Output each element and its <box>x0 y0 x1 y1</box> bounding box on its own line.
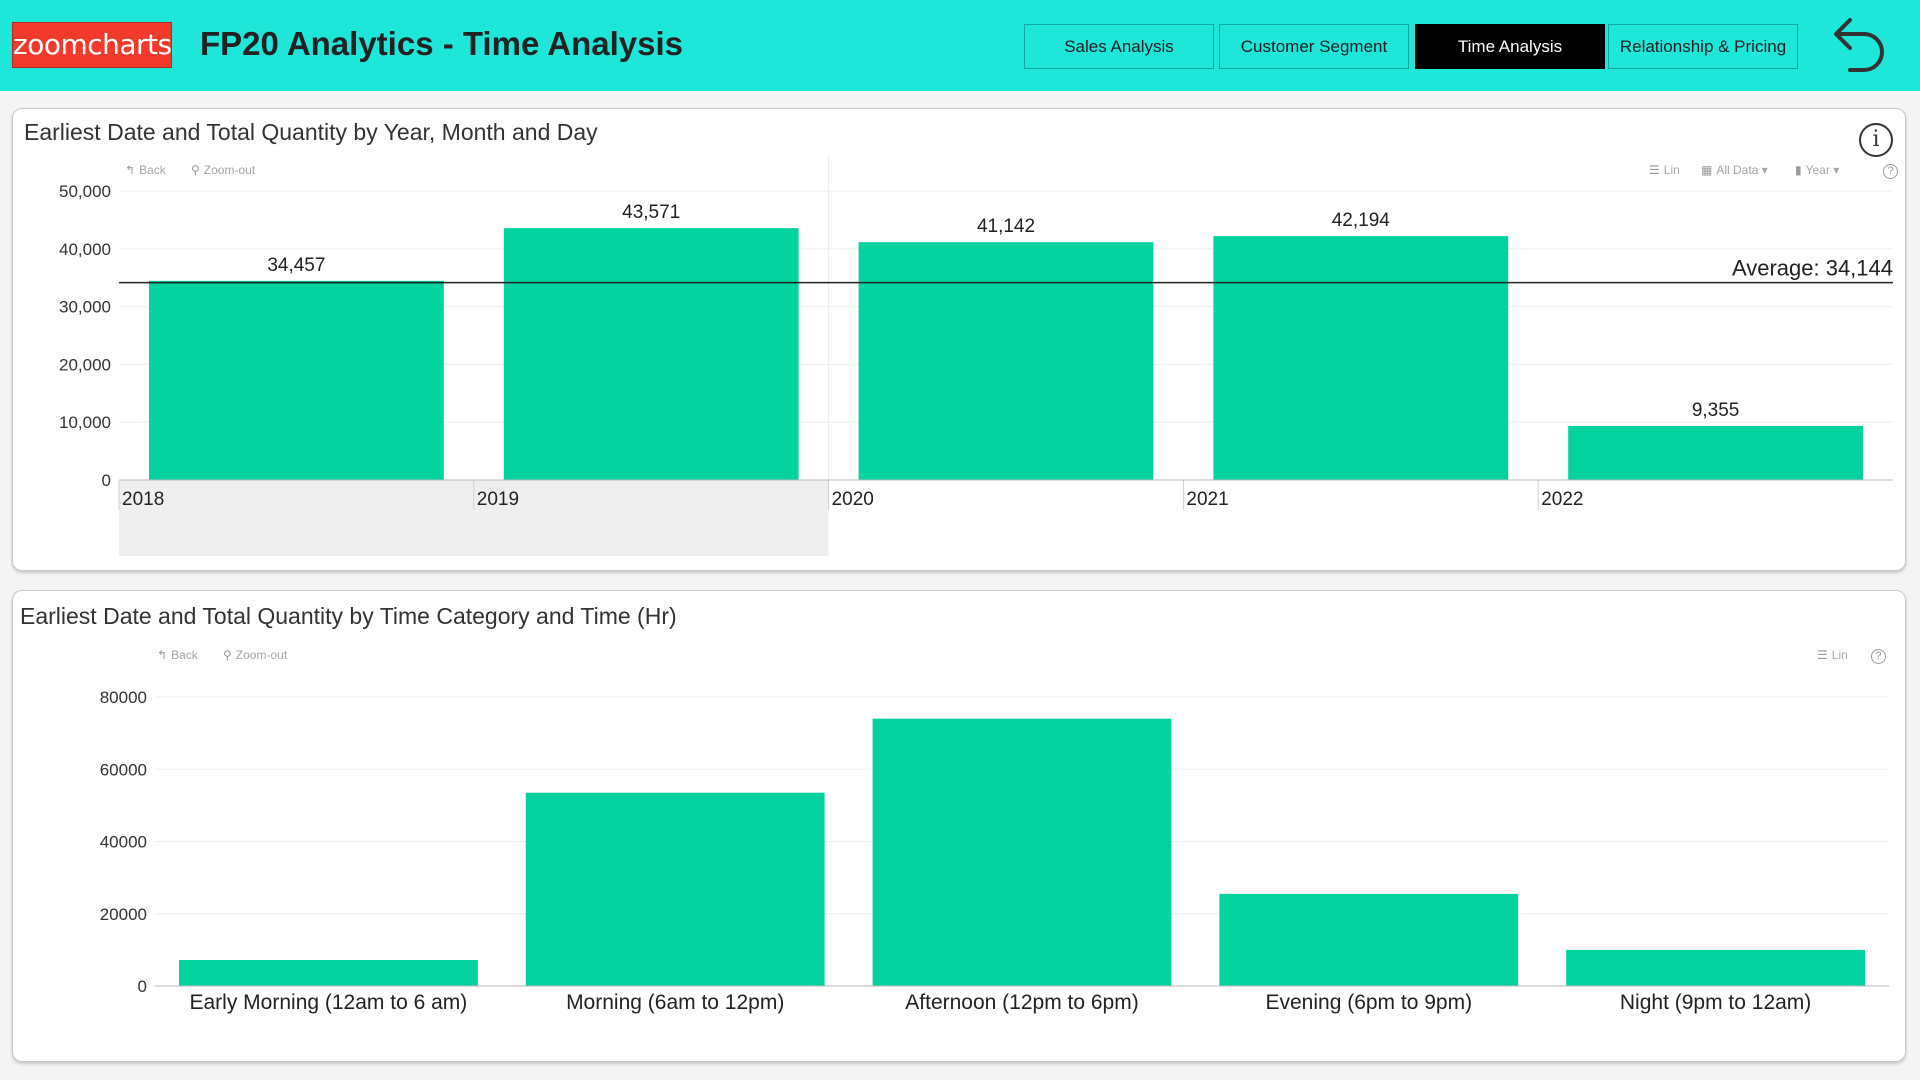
x-tick-label: 2022 <box>1541 489 1583 510</box>
bar <box>1566 949 1865 986</box>
list-icon: ☰ <box>1817 648 1828 662</box>
x-tick-label: Morning (6am to 12pm) <box>566 991 784 1014</box>
data-label: 34,457 <box>267 255 325 276</box>
x-tick-label: 2018 <box>122 489 164 510</box>
scale-toggle-button[interactable]: ☰ Lin <box>1817 648 1848 662</box>
back-button[interactable]: ↰ Back <box>157 648 198 662</box>
zoomcharts-logo: zoomcharts <box>12 22 172 68</box>
zoom-out-icon: ⚲ <box>191 163 200 177</box>
x-tick-label: 2021 <box>1186 489 1228 510</box>
bar <box>858 242 1154 480</box>
scale-toggle-button[interactable]: ☰ Lin <box>1649 163 1680 177</box>
y-tick-label: 20,000 <box>59 355 111 374</box>
bar <box>1219 893 1519 986</box>
year-chart-card: Earliest Date and Total Quantity by Year… <box>12 108 1906 571</box>
undo-arrow-icon[interactable] <box>1830 12 1890 74</box>
header-bar: zoomcharts FP20 Analytics - Time Analysi… <box>0 0 1920 91</box>
bar <box>149 280 444 480</box>
tab-sales-analysis[interactable]: Sales Analysis <box>1024 24 1214 69</box>
x-tick-label: 2020 <box>832 489 874 510</box>
back-arrow-icon: ↰ <box>157 648 168 662</box>
y-tick-label: 80000 <box>100 688 147 707</box>
time-chart-title: Earliest Date and Total Quantity by Time… <box>20 603 677 629</box>
bar <box>503 228 799 480</box>
tab-relationship-pricing[interactable]: Relationship & Pricing <box>1608 24 1798 69</box>
zoom-out-icon: ⚲ <box>223 648 232 662</box>
bar <box>1213 236 1509 480</box>
bar <box>872 718 1172 986</box>
info-icon[interactable]: i <box>1859 123 1893 157</box>
bar <box>1568 425 1863 480</box>
level-dropdown[interactable]: ▮ Year ▾ <box>1795 163 1840 177</box>
y-tick-label: 60000 <box>100 760 147 779</box>
page-title: FP20 Analytics - Time Analysis <box>200 25 683 62</box>
bar-chart-icon: ▮ <box>1795 163 1802 177</box>
help-icon[interactable]: ? <box>1883 164 1898 179</box>
zoom-out-button[interactable]: ⚲ Zoom-out <box>223 648 288 662</box>
back-button[interactable]: ↰ Back <box>125 163 166 177</box>
tab-time-analysis[interactable]: Time Analysis <box>1415 24 1605 69</box>
y-tick-label: 20000 <box>100 905 147 924</box>
y-tick-label: 40000 <box>100 833 147 852</box>
y-tick-label: 10,000 <box>59 413 111 432</box>
back-arrow-icon: ↰ <box>125 163 136 177</box>
time-category-bar-chart: 0 20000 40000 60000 80000 Early Morning (12am… <box>100 688 1889 1014</box>
x-tick-label: 2019 <box>477 489 519 510</box>
x-tick-label: Night (9pm to 12am) <box>1620 991 1811 1014</box>
data-label: 9,355 <box>1692 400 1740 421</box>
y-tick-label: 0 <box>138 977 147 996</box>
average-label: Average: 34,144 <box>1732 256 1893 281</box>
x-tick-label: Afternoon (12pm to 6pm) <box>905 991 1138 1014</box>
y-tick-label: 40,000 <box>59 240 111 259</box>
bar <box>525 792 825 986</box>
help-icon[interactable]: ? <box>1871 649 1886 664</box>
time-chart-card: Earliest Date and Total Quantity by Time… <box>12 590 1906 1062</box>
tab-customer-segment[interactable]: Customer Segment <box>1219 24 1409 69</box>
bar <box>179 959 478 986</box>
zoom-out-button[interactable]: ⚲ Zoom-out <box>191 163 256 177</box>
x-tick-label: Early Morning (12am to 6 am) <box>190 991 468 1014</box>
year-bar-chart: 0 10,000 20,000 30,000 40,000 50,000 34,457 201… <box>59 154 1893 556</box>
data-label: 43,571 <box>622 202 680 223</box>
y-tick-label: 0 <box>102 471 111 490</box>
data-label: 42,194 <box>1332 210 1391 231</box>
y-tick-label: 30,000 <box>59 298 111 317</box>
year-chart-title: Earliest Date and Total Quantity by Year… <box>24 119 598 145</box>
data-label: 41,142 <box>977 216 1035 237</box>
list-icon: ☰ <box>1649 163 1660 177</box>
data-range-dropdown[interactable]: ▦ All Data ▾ <box>1701 163 1768 177</box>
calendar-icon: ▦ <box>1701 163 1713 177</box>
x-tick-label: Evening (6pm to 9pm) <box>1265 991 1472 1014</box>
y-tick-label: 50,000 <box>59 182 111 201</box>
